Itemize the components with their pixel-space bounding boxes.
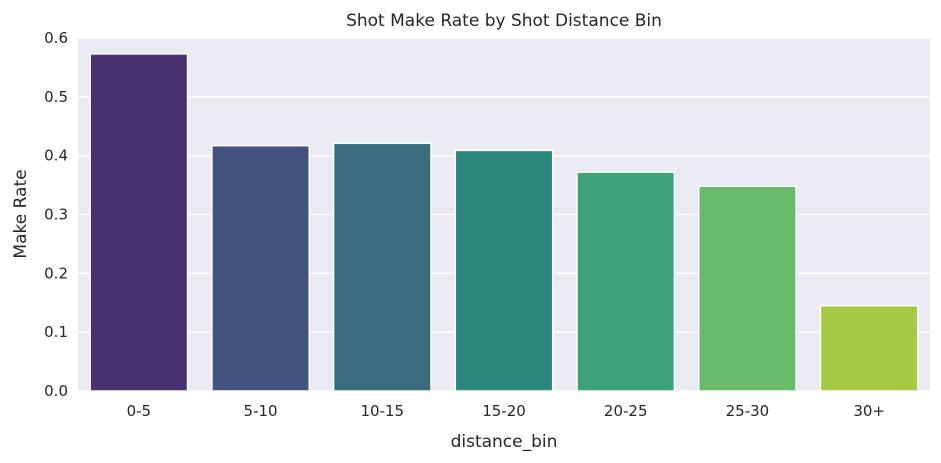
x-tick-label: 5-10 xyxy=(244,402,278,420)
y-axis-label: Make Rate xyxy=(11,169,31,258)
bar-10-15 xyxy=(332,142,432,392)
chart-title: Shot Make Rate by Shot Distance Bin xyxy=(346,11,662,31)
y-tick-label: 0.4 xyxy=(44,147,68,165)
x-tick-label: 30+ xyxy=(853,402,885,420)
bars-group xyxy=(89,53,919,392)
bar-25-30 xyxy=(697,185,797,392)
bar-5-10 xyxy=(211,144,311,392)
x-tick-label: 0-5 xyxy=(127,402,152,420)
bar-15-20 xyxy=(454,149,554,392)
y-tick-label: 0.3 xyxy=(44,206,68,224)
y-tick-label: 0.5 xyxy=(44,88,68,106)
bar-20-25 xyxy=(576,171,676,392)
bar-30+ xyxy=(819,304,919,392)
x-tick-label: 10-15 xyxy=(360,402,404,420)
y-tick-label: 0.0 xyxy=(44,382,68,400)
y-tick-label: 0.6 xyxy=(44,29,68,47)
x-tick-label: 25-30 xyxy=(726,402,770,420)
y-tick-label: 0.2 xyxy=(44,264,68,282)
bar-0-5 xyxy=(89,53,189,392)
x-tick-labels: 0-5 5-10 10-15 15-20 20-25 25-30 30+ xyxy=(127,402,885,420)
x-tick-label: 15-20 xyxy=(482,402,526,420)
y-tick-label: 0.1 xyxy=(44,323,68,341)
x-axis-label: distance_bin xyxy=(451,432,558,452)
y-tick-labels: 0.0 0.1 0.2 0.3 0.4 0.5 0.6 xyxy=(44,29,68,400)
x-tick-label: 20-25 xyxy=(604,402,648,420)
